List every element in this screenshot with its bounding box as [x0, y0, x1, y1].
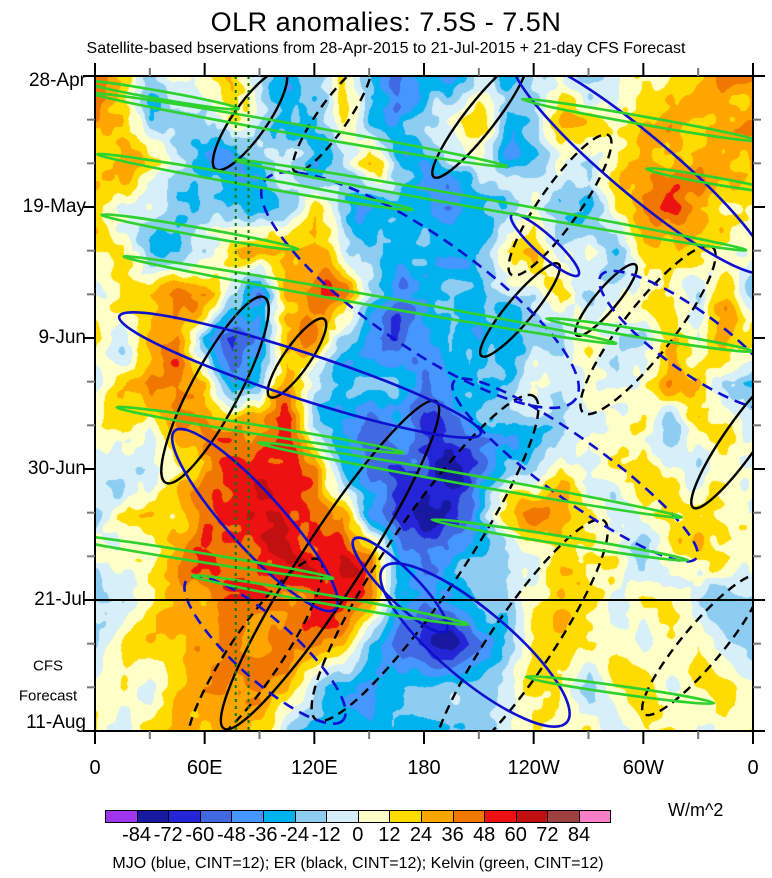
longitude-tick-label: 0 [747, 757, 759, 779]
colorbar-level-label: -48 [216, 824, 246, 846]
colorbar-segment [578, 810, 611, 823]
colorbar-level-label: 36 [441, 824, 464, 846]
colorbar-level-label: 60 [504, 824, 527, 846]
time-tick-label: 30-Jun [27, 458, 86, 479]
colorbar-segment [547, 810, 579, 823]
colorbar-segment [105, 810, 137, 823]
colorbar-segment [294, 810, 327, 823]
colorbar-level-label: -60 [185, 824, 215, 846]
colorbar-level-label: 24 [409, 824, 433, 846]
colorbar-segment [326, 810, 358, 823]
colorbar-segment [420, 810, 453, 823]
olr-anomaly-heatmap [95, 76, 753, 731]
longitude-tick-label: 0 [89, 757, 101, 779]
time-tick-label: 28-Apr [28, 70, 86, 91]
time-tick-label: 11-Aug [26, 712, 86, 733]
colorbar-segment [389, 810, 421, 823]
time-tick-label: 9-Jun [38, 327, 86, 348]
longitude-tick-label: 120E [290, 757, 338, 779]
chart-title: OLR anomalies: 7.5S - 7.5N [210, 7, 562, 37]
colorbar-level-label: 48 [473, 824, 496, 846]
longitude-tick-label: 180 [407, 757, 441, 779]
time-tick-label: 19-May [22, 196, 86, 217]
colorbar-level-label: 84 [567, 824, 591, 846]
colorbar-segment [262, 810, 295, 823]
colorbar-level-label: -36 [248, 824, 278, 846]
colorbar-level-label: -72 [153, 824, 183, 846]
chart-subtitle: Satellite-based bservations from 28-Apr-… [86, 40, 686, 57]
colorbar-segment [357, 810, 390, 823]
colorbar-segment [136, 810, 169, 823]
colorbar [105, 810, 611, 823]
colorbar-level-label: -84 [122, 824, 152, 846]
colorbar-level-label: 0 [352, 824, 364, 846]
contour-legend-caption: MJO (blue, CINT=12); ER (black, CINT=12)… [112, 855, 604, 872]
colorbar-level-label: 72 [536, 824, 559, 846]
colorbar-level-label: -24 [280, 824, 310, 846]
colorbar-segment [231, 810, 263, 823]
colorbar-level-label: -12 [311, 824, 341, 846]
cfs-label: CFS [33, 657, 63, 675]
colorbar-segment [515, 810, 548, 823]
units-label: W/m^2 [668, 800, 724, 820]
longitude-tick-label: 60W [622, 757, 664, 779]
time-tick-label: 21-Jul [34, 589, 86, 610]
colorbar-level-label: 12 [378, 824, 401, 846]
colorbar-segment [452, 810, 485, 823]
forecast-label: Forecast [18, 687, 78, 705]
colorbar-segment [199, 810, 232, 823]
colorbar-segment [168, 810, 200, 823]
colorbar-segment [484, 810, 516, 823]
longitude-tick-label: 120W [507, 757, 560, 779]
longitude-tick-label: 60E [186, 757, 223, 779]
